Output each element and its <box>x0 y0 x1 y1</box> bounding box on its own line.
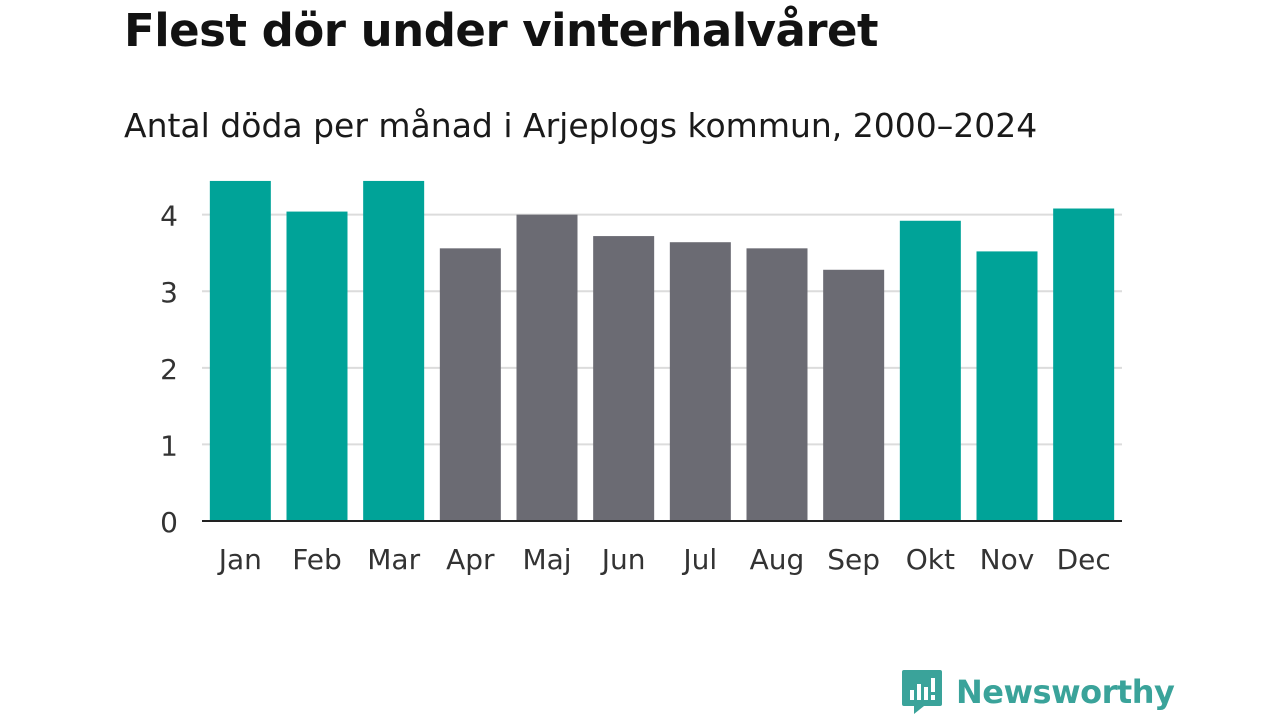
y-tick-label: 4 <box>160 200 178 233</box>
x-tick-label: Aug <box>750 543 805 576</box>
brand-name: Newsworthy <box>956 673 1175 711</box>
x-tick-label: Dec <box>1057 543 1111 576</box>
chart-title: Flest dör under vinterhalvåret <box>124 4 879 57</box>
brand: Newsworthy <box>900 668 1175 716</box>
bar-dec <box>1053 208 1115 521</box>
bar-apr <box>439 248 501 521</box>
x-tick-label: Jan <box>217 543 262 576</box>
x-tick-label: Nov <box>980 543 1035 576</box>
x-tick-label: Maj <box>522 543 571 576</box>
y-tick-label: 3 <box>160 276 178 309</box>
x-tick-label: Okt <box>906 543 955 576</box>
bar-jul <box>669 242 731 521</box>
x-tick-label: Feb <box>292 543 342 576</box>
newsworthy-logo-icon <box>902 670 942 714</box>
y-tick-label: 1 <box>160 429 178 462</box>
x-tick-label: Mar <box>367 543 420 576</box>
y-tick-label: 2 <box>160 353 178 386</box>
bar-maj <box>516 214 578 522</box>
bar-mar <box>363 180 425 521</box>
bar-aug <box>746 248 808 521</box>
y-tick-label: 0 <box>160 506 178 539</box>
bar-jun <box>593 236 655 521</box>
bar-chart: 0 1 2 3 4 Jan Feb Mar Apr Maj Jun Jul Aug Sep Okt Nov D… <box>160 180 1122 576</box>
x-tick-label: Jun <box>600 543 646 576</box>
x-tick-label: Apr <box>446 543 495 576</box>
bar-okt <box>899 220 961 521</box>
x-tick-label: Sep <box>827 543 880 576</box>
bar-feb <box>286 211 348 521</box>
bar-jan <box>209 180 271 521</box>
bar-nov <box>976 251 1038 521</box>
bar-sep <box>823 269 885 521</box>
x-tick-label: Jul <box>681 543 717 576</box>
chart-subtitle: Antal döda per månad i Arjeplogs kommun,… <box>124 106 1038 145</box>
